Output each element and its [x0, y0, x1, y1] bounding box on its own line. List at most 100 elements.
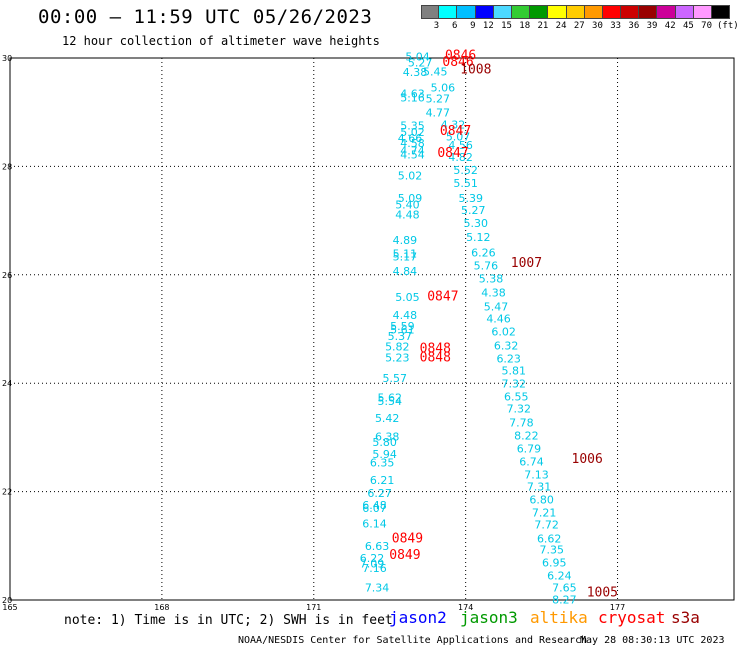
pass-time-label: 0846	[442, 55, 473, 70]
color-swatch-3	[475, 5, 494, 19]
wave-height-label: 5.82	[385, 341, 410, 354]
legend-altika: altika	[530, 608, 588, 627]
y-tick-label: 24	[2, 379, 12, 388]
color-swatch-9	[584, 5, 603, 19]
wave-height-label: 6.35	[370, 457, 395, 470]
wave-height-label: 5.80	[372, 436, 397, 449]
color-swatch-5	[511, 5, 531, 19]
wave-height-label: 6.62	[537, 533, 562, 546]
wave-height-label: 7.72	[534, 518, 559, 531]
color-swatch-10	[602, 5, 622, 19]
color-scale-label: 27	[573, 21, 585, 31]
pass-time-label: 0846	[445, 49, 476, 64]
color-swatch-12	[639, 5, 658, 19]
color-swatch-11	[621, 5, 640, 19]
wave-height-label: 6.23	[496, 353, 521, 366]
footer-note: note: 1) Time is in UTC; 2) SWH is in fe…	[64, 613, 393, 628]
wave-height-label: 5.40	[395, 199, 420, 212]
wave-height-label: 5.47	[484, 301, 509, 314]
pass-time-label: 0847	[437, 146, 468, 161]
footer-timestamp: May 28 08:30:13 UTC 2023	[580, 635, 725, 646]
pass-time-label: 1008	[460, 63, 491, 78]
color-swatch-4	[493, 5, 512, 19]
color-swatch-0	[421, 5, 440, 19]
wave-height-label: 6.32	[494, 340, 519, 353]
wave-height-label: 5.02	[398, 169, 423, 182]
wave-height-label: 7.32	[502, 378, 527, 391]
wave-height-label: 7.16	[362, 562, 387, 575]
color-swatch-2	[457, 5, 476, 19]
wave-height-label: 6.63	[365, 540, 390, 553]
wave-height-label: 6.26	[471, 246, 496, 259]
wave-height-label: 5.42	[375, 412, 400, 425]
wave-height-label: 6.21	[370, 474, 395, 487]
wave-height-label: 5.27	[408, 57, 433, 70]
color-scale-unit: (ft)	[717, 21, 739, 31]
color-scale-label: 9	[470, 21, 476, 31]
legend-cryosat: cryosat	[598, 608, 666, 627]
color-swatch-6	[530, 5, 549, 19]
y-tick-label: 28	[2, 162, 12, 171]
pass-time-label: 0849	[392, 532, 423, 547]
color-scale-label: 36	[628, 21, 640, 31]
x-tick-label: 165	[2, 603, 17, 612]
wave-height-label: 5.45	[423, 65, 448, 78]
wave-height-label: 4.38	[403, 66, 428, 79]
y-tick-label: 26	[2, 271, 12, 280]
page-subtitle: 12 hour collection of altimeter wave hei…	[62, 34, 380, 48]
wave-height-label: 5.30	[464, 217, 489, 230]
color-swatch-7	[548, 5, 567, 19]
wave-height-label: 5.11	[393, 247, 418, 260]
wave-height-label: 4.89	[393, 234, 418, 247]
wave-height-label: 5.94	[372, 448, 397, 461]
wave-height-label: 6.07	[362, 502, 387, 515]
wave-height-label: 4.58	[400, 137, 425, 150]
pass-time-label: 0849	[389, 548, 420, 563]
wave-height-label: 5.54	[377, 395, 402, 408]
color-scale-label: 21	[537, 21, 549, 31]
color-scale-label: 45	[682, 21, 694, 31]
wave-height-label: 5.59	[390, 320, 415, 333]
wave-height-label: 4.84	[393, 265, 418, 278]
color-scale-label: 39	[646, 21, 658, 31]
wave-height-label: 5.38	[479, 272, 504, 285]
wave-height-label: 6.79	[517, 443, 542, 456]
wave-height-label: 5.62	[377, 392, 402, 405]
legend-s3a: s3a	[671, 608, 700, 627]
color-swatch-8	[566, 5, 585, 19]
color-scale-label: 3	[433, 21, 440, 31]
wave-height-label: 5.17	[393, 251, 418, 264]
wave-height-label: 6.02	[491, 326, 516, 339]
wave-height-label: 4.46	[486, 312, 511, 325]
wave-height-label: 5.16	[400, 91, 425, 104]
color-scale-label: 30	[592, 21, 603, 31]
wave-height-label: 5.61	[390, 323, 415, 336]
wave-height-label: 7.32	[507, 402, 532, 415]
page-title: 00:00 – 11:59 UTC 05/26/2023	[38, 6, 373, 28]
footer-credit: NOAA/NESDIS Center for Satellite Applica…	[238, 635, 588, 646]
color-scale-label: 70	[701, 21, 712, 31]
x-tick-label: 168	[154, 603, 169, 612]
wave-height-label: 6.48	[362, 499, 387, 512]
wave-height-label: 5.27	[461, 204, 486, 217]
color-swatch-1	[439, 5, 458, 19]
wave-height-label: 5.35	[400, 120, 425, 133]
legend-jason2: jason2	[389, 608, 447, 627]
wave-height-label: 6.74	[519, 456, 544, 469]
pass-time-label: 1006	[572, 452, 603, 467]
wave-height-label: 5.39	[458, 192, 483, 205]
wave-height-label: 5.52	[453, 164, 478, 177]
wave-height-label: 4.48	[393, 309, 418, 322]
wave-height-label: 4.63	[400, 88, 425, 101]
color-scale-label: 15	[501, 21, 512, 31]
color-scale-label: 18	[519, 21, 531, 31]
pass-time-label: 1007	[511, 256, 542, 271]
wave-height-label: 6.38	[375, 431, 400, 444]
pass-time-label: 0848	[420, 341, 451, 356]
wave-height-label: 6.14	[362, 517, 387, 530]
x-tick-label: 177	[610, 603, 625, 612]
wave-height-label: 5.09	[398, 192, 423, 205]
wave-height-label: 5.76	[474, 259, 499, 272]
color-scale-label: 33	[610, 21, 622, 31]
